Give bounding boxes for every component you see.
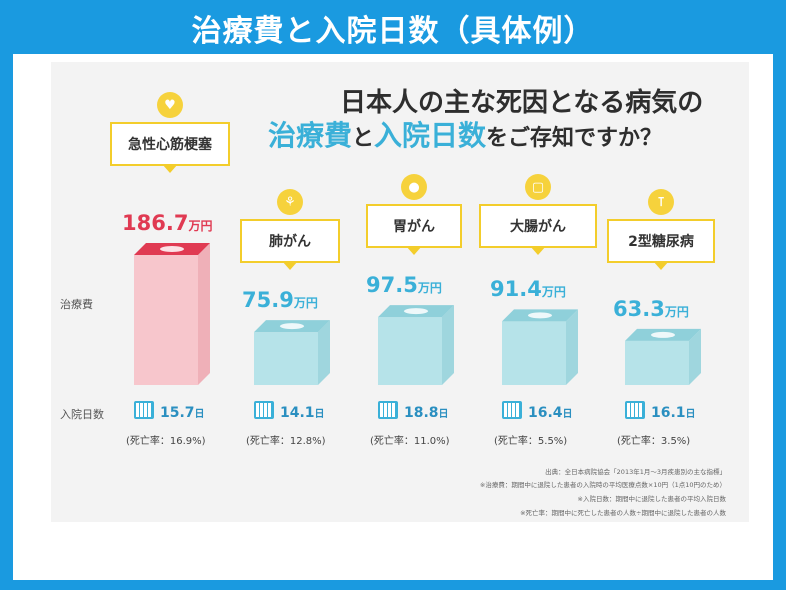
cost-bar-side-2: [442, 305, 454, 385]
cost-value-label-2: 97.5万円: [366, 273, 442, 298]
headline-and: と: [352, 126, 375, 151]
calendar-icon: [378, 401, 398, 419]
days-value-label-1: 14.1日: [280, 405, 325, 421]
cost-bar-side-1: [318, 320, 330, 385]
cost-bar-seal-4: [651, 331, 675, 338]
cost-bar-seal-1: [280, 323, 304, 330]
cost-value-label-0: 186.7万円: [122, 211, 213, 235]
cost-bar-seal-3: [528, 312, 552, 319]
cost-bar-seal-0: [160, 246, 184, 252]
row-label-cost: 治療費: [60, 298, 93, 311]
mortality-label-3: (死亡率：5.5%): [494, 436, 568, 447]
headline-line-2: 治療費と入院日数をご存知ですか？: [268, 114, 662, 154]
test-tube-icon: ⊺: [648, 189, 674, 215]
note-days-definition: ※入院日数：期間中に退院した患者の平均入院日数: [577, 495, 726, 503]
cost-value-label-3: 91.4万円: [490, 277, 566, 302]
note-source: 出典：全日本病院協会「2013年1月〜3月疾患別の主な指標」: [545, 468, 726, 476]
days-value-label-3: 16.4日: [528, 405, 573, 421]
note-cost-definition: ※治療費：期間中に退院した患者の入院時の平均医療点数×10円（1点10円のため）: [479, 481, 726, 489]
disease-label-4: 2型糖尿病: [607, 219, 715, 270]
banner-title: 治療費と入院日数（具体例）: [191, 14, 595, 49]
heart-bottle-icon: ♥: [157, 92, 183, 118]
calendar-icon: [254, 401, 274, 419]
disease-label-0: 急性心筋梗塞: [110, 122, 230, 173]
mortality-label-2: (死亡率：11.0%): [370, 436, 450, 447]
mortality-label-1: (死亡率：12.8%): [246, 436, 326, 447]
headline-line-1: 日本人の主な死因となる病気の: [340, 88, 704, 118]
mortality-label-0: (死亡率：16.9%): [126, 436, 206, 447]
cost-bar-1: [254, 332, 318, 385]
cost-bar-2: [378, 317, 442, 385]
cost-bar-3: [502, 321, 566, 385]
calendar-icon: [625, 401, 645, 419]
cost-bar-0: [134, 255, 198, 385]
lungs-icon: ⚘: [277, 189, 303, 215]
headline-hospital-days: 入院日数: [374, 119, 487, 152]
cost-bar-side-0: [198, 243, 210, 385]
cost-bar-seal-2: [404, 308, 428, 315]
cost-value-label-4: 63.3万円: [613, 296, 689, 321]
cost-bar-side-3: [566, 309, 578, 385]
cost-value-label-1: 75.9万円: [242, 288, 318, 313]
days-value-label-0: 15.7日: [160, 405, 205, 421]
intestine-icon: ▢: [525, 174, 551, 200]
disease-label-1: 肺がん: [240, 219, 340, 270]
headline-question: をご存知ですか？: [486, 126, 663, 151]
days-value-label-4: 16.1日: [651, 405, 696, 421]
disease-label-3: 大腸がん: [479, 204, 597, 255]
headline-treatment-cost: 治療費: [268, 119, 353, 152]
row-label-days: 入院日数: [60, 408, 104, 421]
cost-bar-side-4: [689, 328, 701, 385]
calendar-icon: [134, 401, 154, 419]
disease-label-2: 胃がん: [366, 204, 462, 255]
cost-bar-4: [625, 340, 689, 385]
mortality-label-4: (死亡率：3.5%): [617, 436, 691, 447]
note-mortality-definition: ※死亡率：期間中に死亡した患者の人数÷期間中に退院した患者の人数: [520, 509, 726, 517]
stomach-drop-icon: ●: [401, 174, 427, 200]
days-value-label-2: 18.8日: [404, 405, 449, 421]
calendar-icon: [502, 401, 522, 419]
